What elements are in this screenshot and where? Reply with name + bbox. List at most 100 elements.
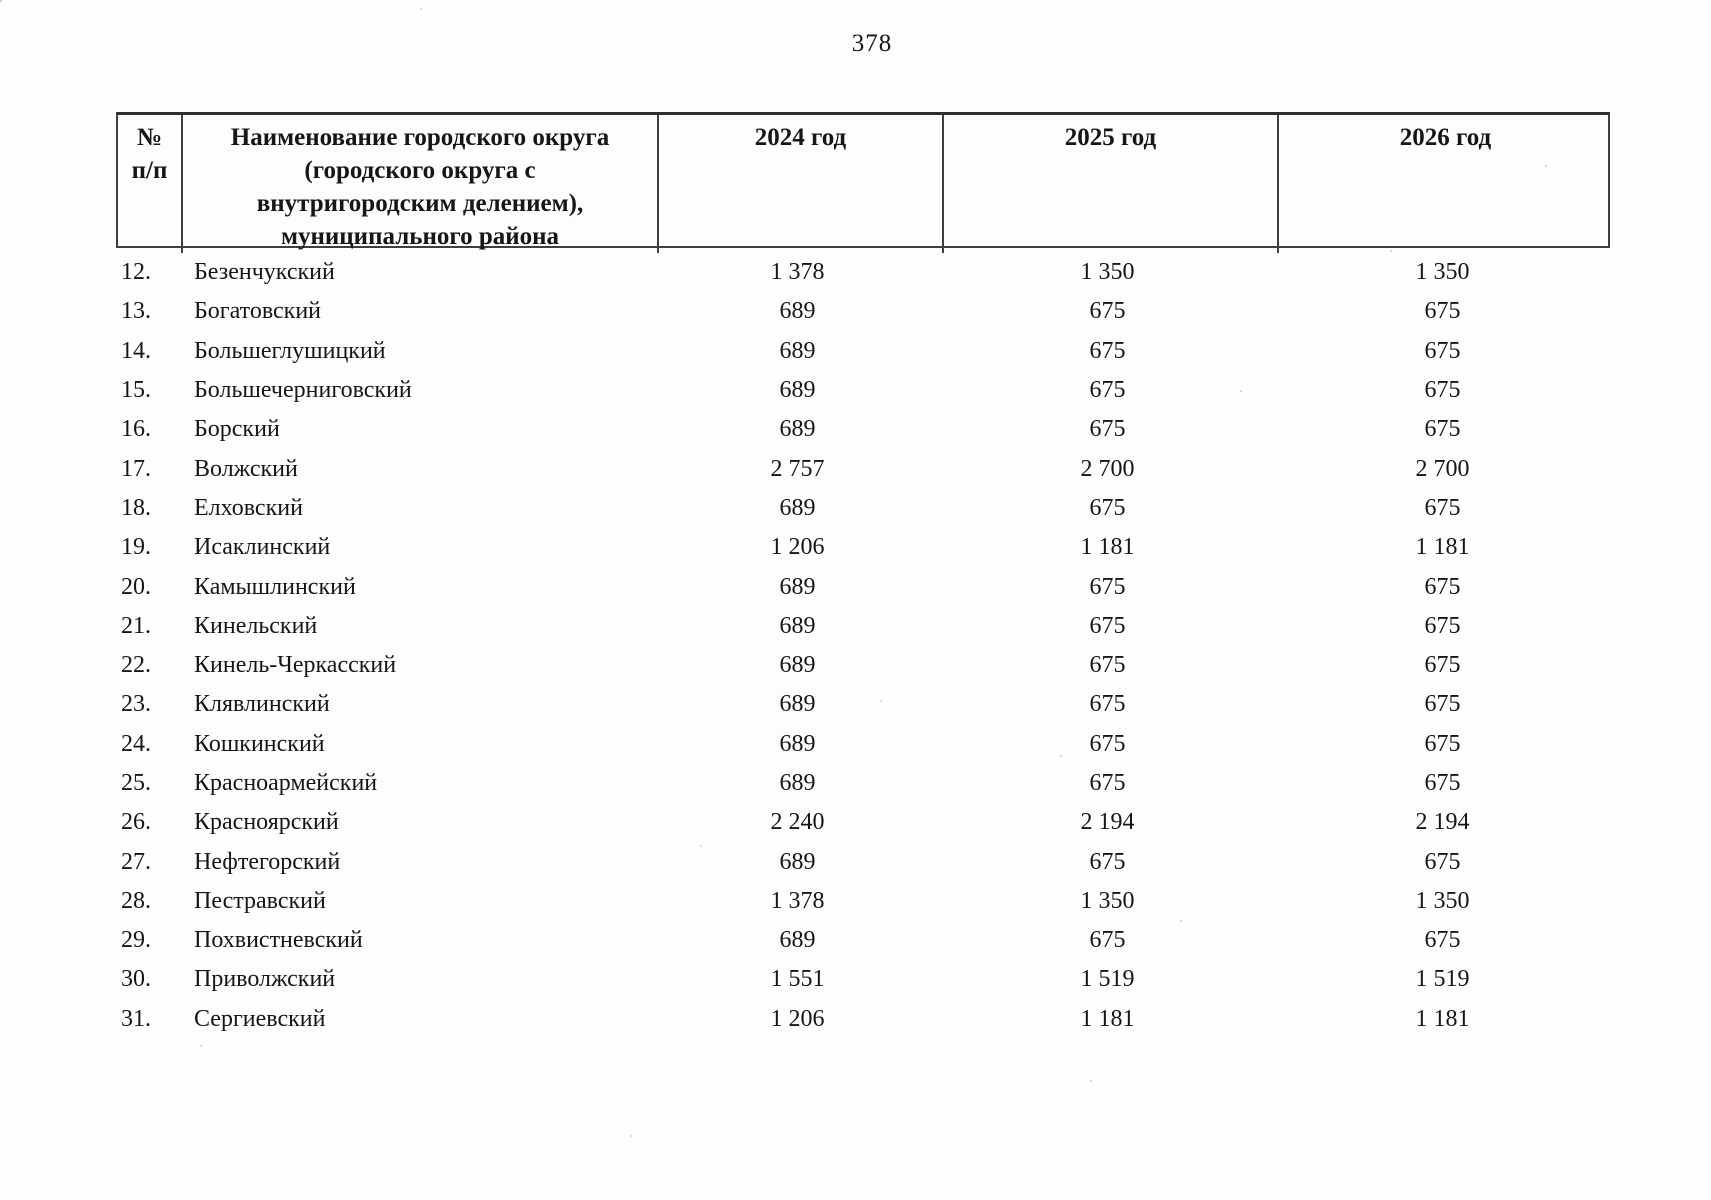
table-row: 28. Пестравский 1 378 1 350 1 350 <box>116 882 1610 921</box>
header-cell-district: Наименование городского округа (городско… <box>181 115 657 253</box>
value-2026: 675 <box>1424 730 1461 757</box>
row-number: 19. <box>121 534 151 561</box>
row-number: 12. <box>121 259 151 286</box>
table-row: 29. Похвистневский 689 675 675 <box>116 921 1610 960</box>
table-row: 31. Сергиевский 1 206 1 181 1 181 <box>116 1000 1610 1039</box>
district-name: Кошкинский <box>194 730 325 757</box>
table-row: 14. Большеглушицкий 689 675 675 <box>116 332 1610 371</box>
row-number: 18. <box>121 494 151 521</box>
value-2026: 675 <box>1424 337 1461 364</box>
value-2025: 2 194 <box>1080 809 1135 836</box>
row-number: 26. <box>121 809 151 836</box>
district-name: Сергиевский <box>194 1005 326 1032</box>
district-name: Кинель-Черкасский <box>194 652 397 679</box>
value-2024: 689 <box>779 927 816 954</box>
district-name: Пестравский <box>194 887 326 914</box>
value-2026: 675 <box>1424 848 1461 875</box>
row-number: 21. <box>121 612 151 639</box>
header-cell-2026: 2026 год <box>1277 115 1612 253</box>
value-2024: 689 <box>779 337 816 364</box>
value-2024: 689 <box>779 730 816 757</box>
value-2026: 1 181 <box>1415 1005 1470 1032</box>
value-2025: 1 350 <box>1080 259 1135 286</box>
table-row: 20. Камышлинский 689 675 675 <box>116 567 1610 606</box>
value-2026: 675 <box>1424 691 1461 718</box>
value-2026: 675 <box>1424 652 1461 679</box>
table-row: 26. Красноярский 2 240 2 194 2 194 <box>116 803 1610 842</box>
district-name: Красноярский <box>194 809 339 836</box>
value-2026: 675 <box>1424 416 1461 443</box>
row-number: 14. <box>121 337 151 364</box>
value-2025: 1 519 <box>1080 966 1135 993</box>
value-2025: 675 <box>1089 377 1126 404</box>
row-number: 22. <box>121 652 151 679</box>
row-number: 31. <box>121 1005 151 1032</box>
value-2024: 689 <box>779 298 816 325</box>
header-cell-2025: 2025 год <box>942 115 1277 253</box>
district-name: Большечерниговский <box>194 377 412 404</box>
value-2026: 675 <box>1424 770 1461 796</box>
row-number: 15. <box>121 377 151 404</box>
value-2024: 1 206 <box>770 534 825 561</box>
value-2025: 675 <box>1089 298 1126 325</box>
value-2024: 689 <box>779 770 816 796</box>
table-row: 25. Красноармейский 689 675 675 <box>116 764 1610 803</box>
header-cell-2024: 2024 год <box>657 115 942 253</box>
scan-noise <box>0 0 2 2</box>
value-2025: 675 <box>1089 770 1126 796</box>
value-2025: 2 700 <box>1080 455 1135 482</box>
table-row: 23. Клявлинский 689 675 675 <box>116 685 1610 724</box>
value-2025: 675 <box>1089 573 1126 600</box>
value-2026: 1 181 <box>1415 534 1470 561</box>
district-name: Большеглушицкий <box>194 337 386 364</box>
table-body: 12. Безенчукский 1 378 1 350 1 350 13. Б… <box>116 248 1610 1039</box>
value-2024: 1 378 <box>770 887 825 914</box>
table-row: 17. Волжский 2 757 2 700 2 700 <box>116 449 1610 488</box>
value-2025: 675 <box>1089 494 1126 521</box>
value-2024: 689 <box>779 573 816 600</box>
district-name: Клявлинский <box>194 691 330 718</box>
district-name: Кинельский <box>194 612 318 639</box>
value-2026: 675 <box>1424 494 1461 521</box>
value-2026: 2 194 <box>1415 809 1470 836</box>
value-2024: 689 <box>779 494 816 521</box>
value-2025: 675 <box>1089 612 1126 639</box>
row-number: 24. <box>121 730 151 757</box>
district-name: Приволжский <box>194 966 336 993</box>
value-2025: 1 350 <box>1080 887 1135 914</box>
page-number: 378 <box>851 30 893 57</box>
table-row: 24. Кошкинский 689 675 675 <box>116 725 1610 764</box>
value-2025: 675 <box>1089 416 1126 443</box>
value-2024: 1 378 <box>770 259 825 286</box>
row-number: 30. <box>121 966 151 993</box>
value-2026: 675 <box>1424 377 1461 404</box>
value-2025: 675 <box>1089 337 1126 364</box>
row-number: 27. <box>121 848 151 875</box>
value-2025: 675 <box>1089 652 1126 679</box>
row-number: 23. <box>121 691 151 718</box>
budget-table: № п/п Наименование городского округа (го… <box>116 112 1610 1039</box>
table-row: 27. Нефтегорский 689 675 675 <box>116 842 1610 881</box>
value-2024: 689 <box>779 377 816 404</box>
row-number: 13. <box>121 298 151 325</box>
value-2024: 2 240 <box>770 809 825 836</box>
district-name: Исаклинский <box>194 534 331 561</box>
value-2026: 1 350 <box>1415 259 1470 286</box>
table-row: 19. Исаклинский 1 206 1 181 1 181 <box>116 528 1610 567</box>
value-2026: 675 <box>1424 927 1461 954</box>
district-name: Борский <box>194 416 280 443</box>
table-header: № п/п Наименование городского округа (го… <box>116 112 1610 253</box>
table-row: 22. Кинель-Черкасский 689 675 675 <box>116 646 1610 685</box>
row-number: 20. <box>121 573 151 600</box>
district-name: Камышлинский <box>194 573 356 600</box>
district-name: Волжский <box>194 455 298 482</box>
value-2025: 1 181 <box>1080 1005 1135 1032</box>
row-number: 17. <box>121 455 151 482</box>
table-row: 21. Кинельский 689 675 675 <box>116 607 1610 646</box>
value-2026: 675 <box>1424 298 1461 325</box>
value-2024: 689 <box>779 691 816 718</box>
district-name: Похвистневский <box>194 927 363 954</box>
district-name: Богатовский <box>194 298 322 325</box>
value-2024: 2 757 <box>770 455 825 482</box>
value-2024: 689 <box>779 416 816 443</box>
